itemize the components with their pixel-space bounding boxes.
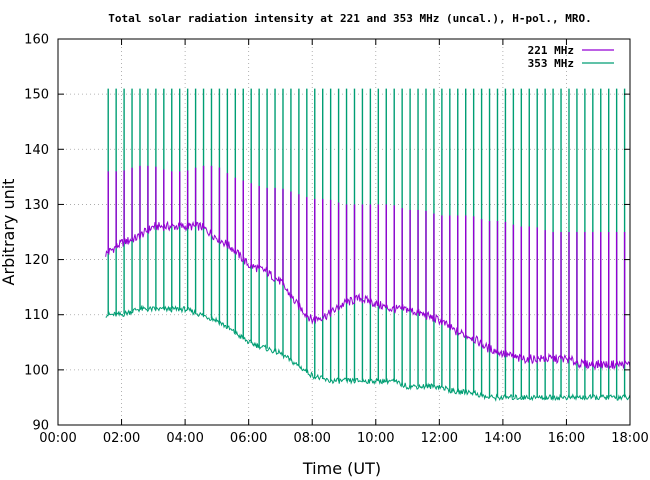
y-tick-label: 160	[24, 33, 49, 48]
y-tick-label: 110	[24, 308, 49, 323]
x-tick-label: 18:00	[611, 431, 648, 446]
x-tick-label: 16:00	[548, 431, 585, 446]
x-tick-label: 04:00	[166, 431, 203, 446]
x-tick-label: 02:00	[103, 431, 140, 446]
x-tick-label: 08:00	[293, 431, 330, 446]
legend-label-353: 353 MHz	[528, 57, 574, 70]
y-tick-label: 150	[24, 88, 49, 103]
series-221	[105, 165, 631, 371]
y-tick-label: 140	[24, 143, 49, 158]
legend-label-221: 221 MHz	[528, 44, 574, 57]
y-tick-label: 90	[32, 419, 49, 434]
y-tick-label: 130	[24, 198, 49, 213]
grid	[58, 39, 630, 425]
axis-ticks: 00:00 02:00 04:00 06:00 08:00 10:00 12:00 14:00…	[24, 33, 649, 447]
x-axis-label: Time (UT)	[302, 459, 381, 478]
y-tick-label: 100	[24, 363, 49, 378]
y-tick-label: 120	[24, 253, 49, 268]
x-tick-label: 00:00	[39, 431, 76, 446]
legend: 221 MHz 353 MHz	[528, 44, 614, 70]
series-group	[105, 88, 631, 402]
x-tick-label: 12:00	[421, 431, 458, 446]
chart-title: Total solar radiation intensity at 221 a…	[108, 12, 591, 25]
x-tick-label: 06:00	[230, 431, 267, 446]
y-axis-label: Arbitrary unit	[0, 179, 18, 286]
plot-frame	[57, 38, 631, 426]
series-line-353	[105, 304, 631, 402]
x-tick-label: 10:00	[357, 431, 394, 446]
x-tick-label: 14:00	[484, 431, 521, 446]
series-line-221	[105, 220, 631, 371]
